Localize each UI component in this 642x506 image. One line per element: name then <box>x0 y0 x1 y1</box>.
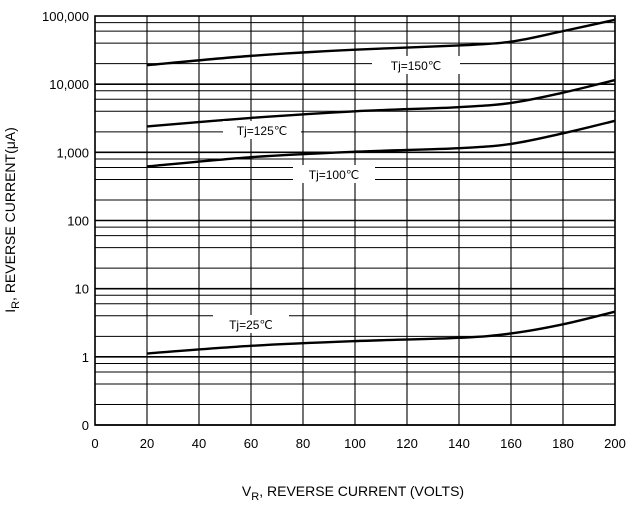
x-tick-label: 100 <box>344 436 366 451</box>
x-tick-label: 120 <box>396 436 418 451</box>
y-tick-label: 1 <box>82 350 89 365</box>
y-tick-label: 100 <box>67 214 89 229</box>
x-tick-label: 60 <box>244 436 258 451</box>
x-axis-label-sub: R <box>251 491 259 503</box>
y-axis-label-main: I <box>2 309 18 313</box>
series-line <box>146 119 616 168</box>
x-tick-label: 20 <box>140 436 154 451</box>
y-tick-label: 10 <box>75 282 89 297</box>
y-tick-labels: 0 1 10 100 1,000 10,000 100,000 <box>42 9 89 433</box>
x-tick-label: 180 <box>552 436 574 451</box>
y-axis-label: IR, REVERSE CURRENT(μA) <box>2 127 22 313</box>
series-lines <box>146 18 616 355</box>
x-tick-label: 80 <box>296 436 310 451</box>
x-axis-label-rest: , REVERSE CURRENT (VOLTS) <box>259 483 464 499</box>
grid <box>94 16 616 426</box>
y-axis-label-rest: , REVERSE CURRENT(μA) <box>2 127 18 301</box>
series-label-bg <box>372 56 460 74</box>
x-tick-label: 0 <box>91 436 98 451</box>
plot-frame <box>94 15 616 426</box>
x-tick-label: 200 <box>604 436 626 451</box>
x-tick-label: 40 <box>192 436 206 451</box>
series-line <box>146 310 616 355</box>
series-line <box>146 18 616 67</box>
series-line <box>146 78 616 128</box>
series-label: Tj=25℃ <box>229 318 273 332</box>
x-axis-label: VR, REVERSE CURRENT (VOLTS) <box>242 483 464 503</box>
y-tick-label: 100,000 <box>42 9 89 24</box>
series-label: Tj=100℃ <box>309 168 360 182</box>
x-tick-labels: 0 20 40 60 80 100 120 140 160 180 200 <box>91 436 625 451</box>
x-tick-label: 140 <box>448 436 470 451</box>
series-label: Tj=150℃ <box>391 59 442 73</box>
x-axis-label-main: V <box>242 483 252 499</box>
x-tick-label: 160 <box>500 436 522 451</box>
y-axis-label-sub: R <box>10 301 22 309</box>
y-tick-label: 10,000 <box>49 77 89 92</box>
series-label-bg <box>213 315 289 333</box>
series-labels: Tj=150℃ Tj=125℃ Tj=100℃ Tj=25℃ <box>213 56 460 333</box>
y-tick-label: 0 <box>82 418 89 433</box>
series-label: Tj=125℃ <box>237 124 288 138</box>
y-tick-label: 1,000 <box>56 145 89 160</box>
series-label-bg <box>293 165 375 183</box>
series-label-bg <box>223 121 301 139</box>
